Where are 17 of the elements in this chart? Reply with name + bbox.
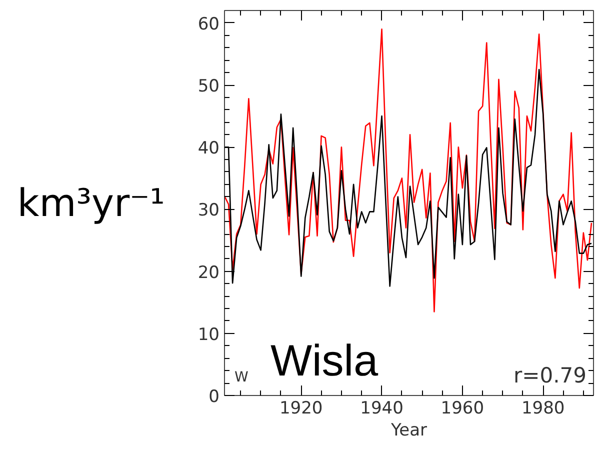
x-tick-label: 1940 [360, 398, 404, 418]
y-tick-label: 10 [198, 324, 220, 345]
annotation: W [234, 370, 248, 386]
y-tick-label: 30 [198, 200, 220, 221]
annotation: Wisla [270, 336, 379, 386]
annotation: r=0.79 [514, 364, 587, 388]
y-tick-label: 50 [198, 76, 220, 97]
x-tick-label: 1980 [521, 398, 565, 418]
line-series [224, 28, 592, 312]
y-tick-label: 20 [198, 262, 220, 283]
y-tick-label: 60 [198, 14, 220, 34]
x-axis-title: Year [390, 420, 428, 440]
y-axis-title: km³yr⁻¹ [17, 181, 165, 225]
x-tick-label: 1960 [440, 398, 484, 418]
x-tick-label: 1920 [279, 398, 323, 418]
y-tick-label: 0 [208, 387, 220, 407]
y-tick-label: 40 [198, 138, 220, 159]
